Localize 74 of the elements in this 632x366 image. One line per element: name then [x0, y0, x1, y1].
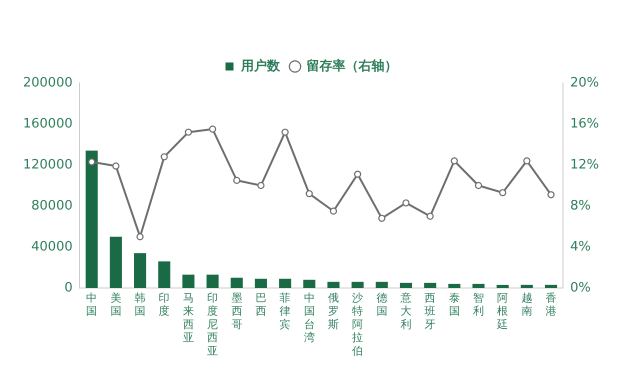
point [354, 170, 362, 178]
point [474, 182, 482, 190]
y2-tick-label: 4% [570, 239, 591, 254]
point [499, 189, 506, 196]
point [208, 126, 216, 133]
bar [400, 282, 412, 288]
bar [496, 284, 509, 288]
y2-tick-label: 0% [570, 280, 591, 296]
x-tick-label: 美国 [110, 291, 122, 318]
bar [134, 253, 146, 288]
point [88, 158, 96, 166]
bar [376, 282, 388, 288]
y-tick-label: 40000 [31, 239, 73, 254]
point [233, 176, 240, 184]
x-tick-label: 中国 [86, 291, 98, 318]
x-tick-label: 印度 [158, 291, 170, 318]
point [330, 208, 338, 215]
bar [158, 261, 170, 288]
x-tick-label: 马来西亚 [182, 291, 194, 344]
x-tick-label: 印度尼西亚 [207, 291, 218, 358]
bar [303, 280, 316, 288]
bar [110, 236, 122, 288]
y-tick-label: 80000 [31, 198, 73, 214]
y2-tick-label: 16% [570, 116, 600, 132]
y-tick-label: 0 [64, 280, 73, 296]
x-tick-label: 韩国 [134, 291, 146, 318]
x-tick-label: 菲律宾 [280, 291, 291, 331]
x-tick-label: 阿根廷 [496, 291, 508, 331]
bar [182, 274, 194, 288]
point [426, 212, 434, 220]
point [402, 199, 410, 207]
point [450, 157, 458, 164]
point [136, 233, 144, 240]
y-tick-label: 200000 [22, 75, 73, 90]
y2-tick-label: 8% [570, 198, 591, 214]
x-tick-label: 泰国 [448, 291, 460, 318]
x-tick-label: 沙特阿拉伯 [352, 291, 364, 358]
bar [424, 282, 436, 288]
bar [352, 282, 364, 288]
y2-tick-label: 20% [570, 75, 600, 90]
x-tick-label: 越南 [521, 291, 532, 318]
x-tick-label: 墨西哥 [231, 291, 242, 331]
bar [544, 284, 558, 288]
y2-tick-label: 12% [570, 157, 600, 172]
legend-label: 用户数 [240, 58, 281, 74]
x-tick-label: 智利 [472, 291, 484, 318]
x-tick-label: 俄罗斯 [328, 291, 339, 331]
bar [254, 278, 267, 288]
x-tick-label: 西班牙 [424, 291, 436, 331]
point [112, 162, 120, 170]
x-tick-label: 意大利 [399, 291, 412, 331]
point [160, 153, 168, 160]
bar [327, 282, 340, 288]
x-tick-label: 德国 [376, 291, 388, 318]
point [257, 182, 265, 190]
point [378, 214, 386, 222]
bar [472, 284, 485, 288]
point [523, 157, 530, 164]
point [184, 128, 192, 136]
bar [279, 278, 292, 288]
x-tick-label: 中国台湾 [304, 291, 315, 344]
y-tick-label: 160000 [22, 116, 73, 132]
bar [230, 278, 243, 288]
bar [206, 274, 219, 288]
bar [448, 284, 460, 288]
bar [86, 150, 98, 288]
x-tick-label: 香港 [546, 291, 557, 318]
x-tick-label: 巴西 [255, 291, 266, 318]
legend-label: 留存率（右轴） [306, 58, 398, 74]
point [306, 190, 313, 198]
bar [520, 284, 533, 288]
point [282, 128, 289, 136]
point [547, 191, 555, 198]
y-tick-label: 120000 [22, 157, 73, 172]
